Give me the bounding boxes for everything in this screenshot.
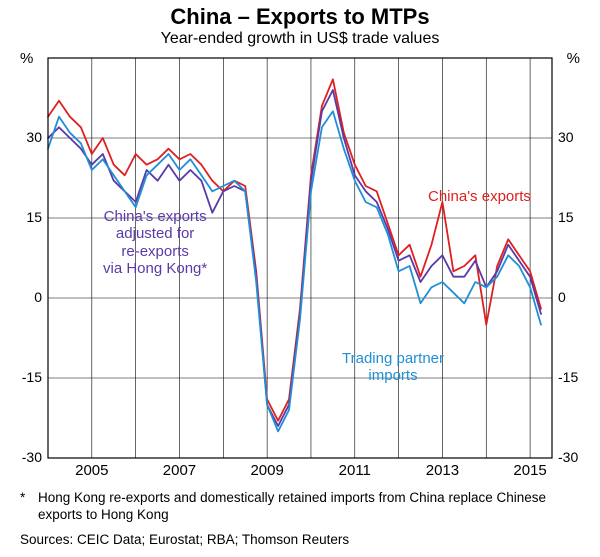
y-tick-left-4: 30 bbox=[26, 129, 42, 145]
footnote: * Hong Kong re-exports and domestically … bbox=[38, 490, 578, 524]
chart-root: China – Exports to MTPs Year-ended growt… bbox=[0, 0, 600, 557]
y-axis-unit-left: % bbox=[20, 50, 33, 67]
footnote-text: Hong Kong re-exports and domestically re… bbox=[38, 490, 546, 522]
y-axis-unit-right: % bbox=[567, 50, 580, 67]
y-tick-right-2: 0 bbox=[558, 289, 566, 305]
x-tick-0: 2005 bbox=[75, 462, 108, 479]
x-tick-2: 2009 bbox=[250, 462, 283, 479]
y-tick-left-2: 0 bbox=[34, 289, 42, 305]
plot-area: China's exportsadjusted forre-exportsvia… bbox=[48, 58, 552, 458]
footnote-marker: * bbox=[20, 490, 25, 507]
y-tick-right-1: -15 bbox=[558, 369, 578, 385]
chart-title: China – Exports to MTPs bbox=[0, 4, 600, 30]
y-tick-left-1: -15 bbox=[22, 369, 42, 385]
y-tick-left-0: -30 bbox=[22, 449, 42, 465]
y-tick-right-0: -30 bbox=[558, 449, 578, 465]
annot-trading-partner: Trading partnerimports bbox=[342, 350, 444, 385]
chart-subtitle: Year-ended growth in US$ trade values bbox=[0, 30, 600, 48]
annot-chinas-exports: China's exports bbox=[428, 188, 531, 205]
y-tick-left-3: 15 bbox=[26, 209, 42, 225]
x-tick-1: 2007 bbox=[163, 462, 196, 479]
y-tick-right-3: 15 bbox=[558, 209, 574, 225]
y-tick-right-4: 30 bbox=[558, 129, 574, 145]
x-tick-3: 2011 bbox=[339, 462, 371, 479]
sources: Sources: CEIC Data; Eurostat; RBA; Thoms… bbox=[20, 532, 580, 547]
x-tick-4: 2013 bbox=[426, 462, 459, 479]
annot-adjusted: China's exportsadjusted forre-exportsvia… bbox=[103, 208, 207, 277]
x-tick-5: 2015 bbox=[513, 462, 546, 479]
